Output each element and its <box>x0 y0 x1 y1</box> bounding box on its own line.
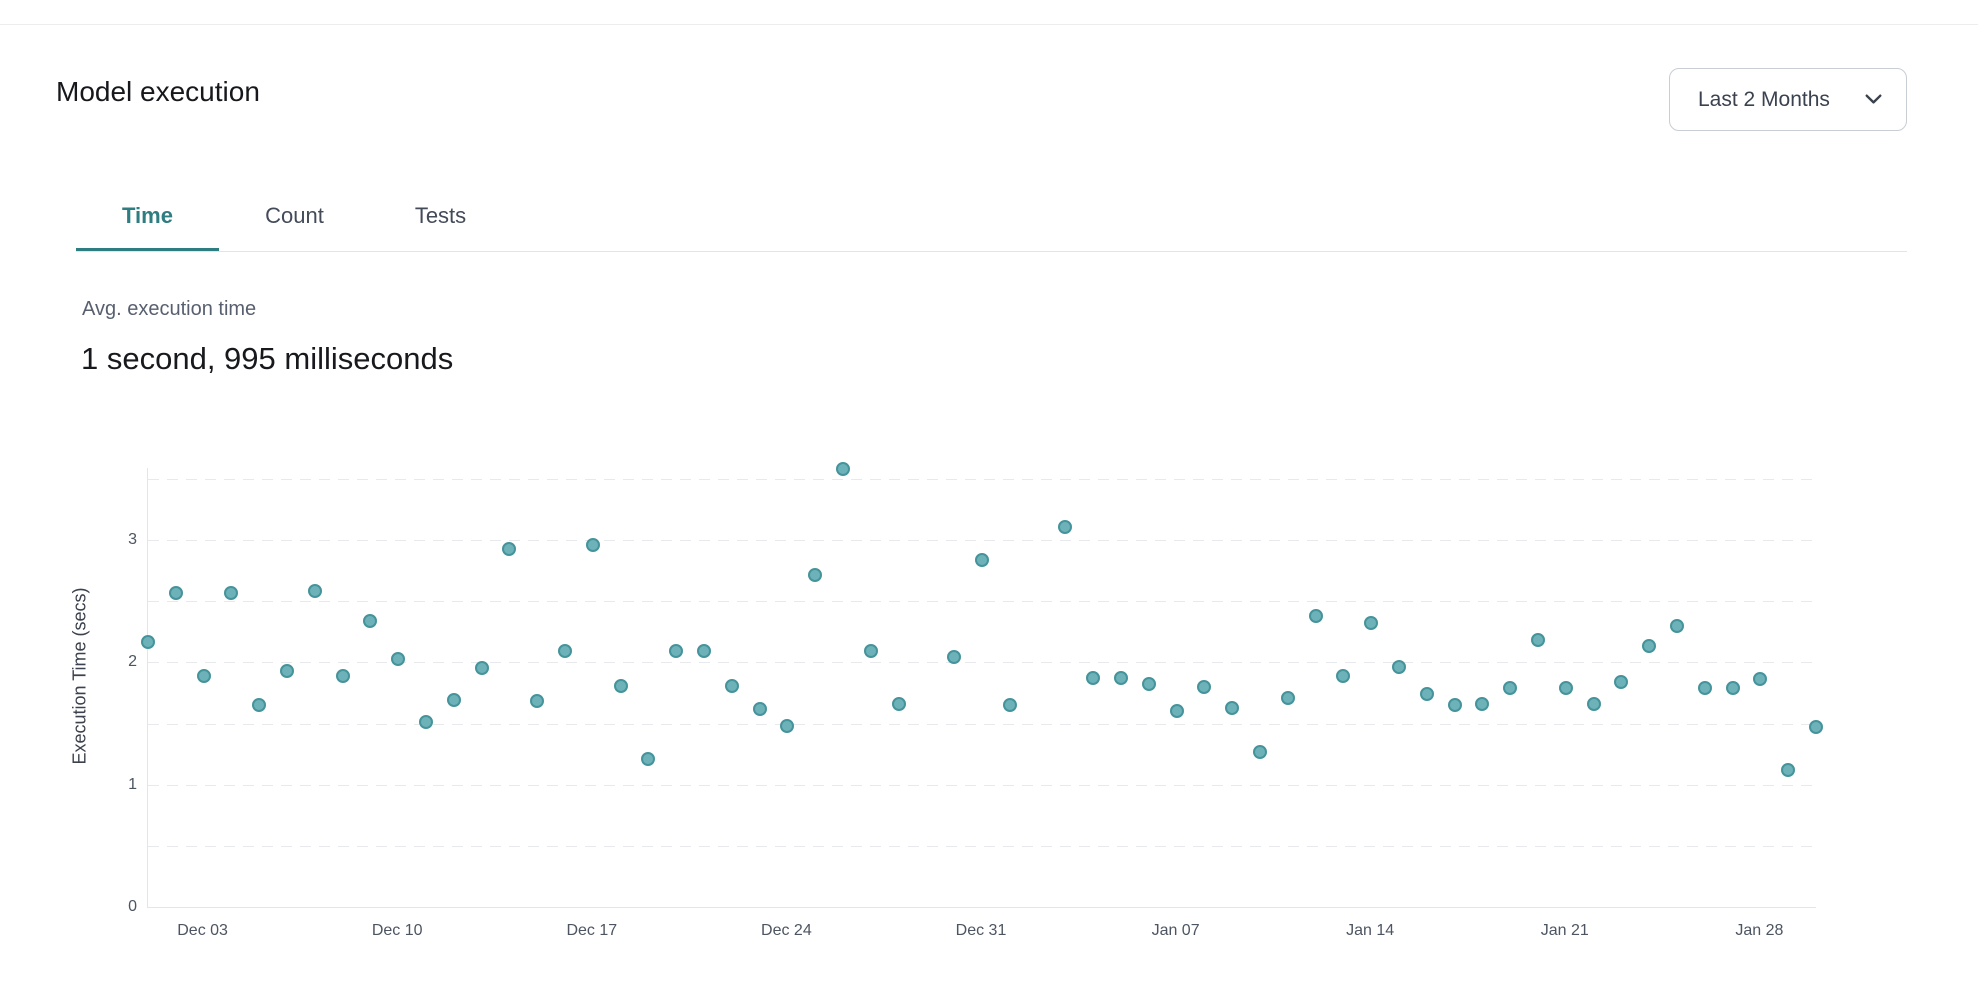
data-point[interactable] <box>280 663 294 678</box>
data-point[interactable] <box>1197 679 1212 694</box>
data-point[interactable] <box>1392 660 1406 675</box>
data-point[interactable] <box>141 634 155 649</box>
time-range-dropdown[interactable]: Last 2 Months <box>1669 68 1907 131</box>
data-point[interactable] <box>585 537 600 552</box>
data-point[interactable] <box>697 644 711 659</box>
data-point[interactable] <box>474 661 489 676</box>
data-point[interactable] <box>502 541 517 556</box>
data-point[interactable] <box>975 552 989 567</box>
data-point[interactable] <box>196 668 211 683</box>
data-point[interactable] <box>752 701 767 716</box>
y-axis-title: Execution Time (secs) <box>69 587 90 765</box>
tab-time[interactable]: Time <box>76 192 219 252</box>
time-range-value: Last 2 Months <box>1698 87 1830 111</box>
tabs-divider <box>76 251 1907 252</box>
data-point[interactable] <box>1503 681 1518 696</box>
x-axis-tick-label: Jan 14 <box>1346 922 1395 939</box>
data-point[interactable] <box>1697 681 1712 696</box>
x-axis-tick-label: Dec 24 <box>761 922 812 939</box>
data-point[interactable] <box>1058 519 1073 534</box>
gridline <box>148 784 1816 786</box>
data-point[interactable] <box>669 644 684 659</box>
data-point[interactable] <box>947 650 962 665</box>
data-point[interactable] <box>1447 698 1462 713</box>
data-point[interactable] <box>1809 720 1823 735</box>
data-point[interactable] <box>558 644 572 659</box>
metric-value: 1 second, 995 milliseconds <box>81 341 454 376</box>
data-point[interactable] <box>613 678 628 693</box>
data-point[interactable] <box>1002 698 1017 713</box>
data-point[interactable] <box>1753 672 1768 687</box>
y-axis-tick-label: 0 <box>128 898 137 915</box>
data-point[interactable] <box>1670 618 1684 633</box>
page-title: Model execution <box>56 75 260 107</box>
gridline <box>148 540 1816 541</box>
chevron-down-icon <box>1865 94 1882 104</box>
x-axis-tick-label: Jan 21 <box>1540 922 1589 939</box>
data-point[interactable] <box>446 693 461 708</box>
data-point[interactable] <box>1336 668 1351 683</box>
data-point[interactable] <box>252 698 267 713</box>
y-axis-tick-label: 1 <box>128 775 137 793</box>
data-point[interactable] <box>1169 704 1184 719</box>
data-point[interactable] <box>836 462 850 477</box>
data-point[interactable] <box>1614 674 1629 689</box>
metric-label: Avg. execution time <box>82 298 257 320</box>
gridline <box>148 601 1816 603</box>
data-point[interactable] <box>1280 690 1295 705</box>
data-point[interactable] <box>530 694 545 709</box>
data-point[interactable] <box>891 696 906 711</box>
data-point[interactable] <box>363 613 378 628</box>
data-point[interactable] <box>1475 696 1490 711</box>
data-point[interactable] <box>863 644 878 659</box>
data-point[interactable] <box>724 678 739 693</box>
data-point[interactable] <box>419 715 433 730</box>
x-axis-tick-label: Dec 17 <box>566 922 618 939</box>
data-point[interactable] <box>1531 633 1545 648</box>
x-axis-tick-label: Jan 07 <box>1151 922 1200 939</box>
top-divider <box>0 24 1978 25</box>
data-point[interactable] <box>168 585 183 600</box>
data-point[interactable] <box>1558 681 1573 696</box>
data-point[interactable] <box>1586 696 1601 711</box>
data-point[interactable] <box>1364 616 1379 631</box>
plot-area <box>141 462 1823 908</box>
data-point[interactable] <box>1419 687 1434 702</box>
data-point[interactable] <box>307 584 322 599</box>
gridline <box>148 723 1816 725</box>
gridline <box>148 478 1816 480</box>
data-point[interactable] <box>1725 681 1740 696</box>
data-point[interactable] <box>1141 677 1156 692</box>
y-axis-tick-label: 2 <box>128 653 137 671</box>
data-point[interactable] <box>1114 671 1128 686</box>
execution-time-chart: Execution Time (secs) 0 1 2 3 Dec 03 Dec 10 De… <box>0 430 1978 970</box>
tab-tests[interactable]: Tests <box>414 203 467 228</box>
data-point[interactable] <box>1642 639 1657 654</box>
data-point[interactable] <box>391 651 406 666</box>
y-axis-tick-label: 3 <box>128 531 137 548</box>
x-axis-tick-label: Jan 28 <box>1735 922 1784 939</box>
gridline <box>148 845 1816 847</box>
gridline <box>148 662 1816 664</box>
data-point[interactable] <box>1225 700 1240 715</box>
data-point[interactable] <box>1086 671 1101 686</box>
data-point[interactable] <box>335 668 350 683</box>
data-point[interactable] <box>808 568 823 583</box>
x-axis-tick-label: Dec 10 <box>371 922 423 939</box>
data-point[interactable] <box>780 718 795 733</box>
data-point[interactable] <box>1253 744 1267 759</box>
x-axis-tick-label: Dec 31 <box>955 922 1007 939</box>
data-point[interactable] <box>641 751 656 766</box>
tab-bar: Time Count Tests <box>76 192 483 252</box>
data-point[interactable] <box>224 585 239 600</box>
data-point[interactable] <box>1308 608 1323 623</box>
data-point[interactable] <box>1781 762 1796 777</box>
x-axis-tick-label: Dec 03 <box>177 922 228 939</box>
tab-count[interactable]: Count <box>265 203 324 228</box>
